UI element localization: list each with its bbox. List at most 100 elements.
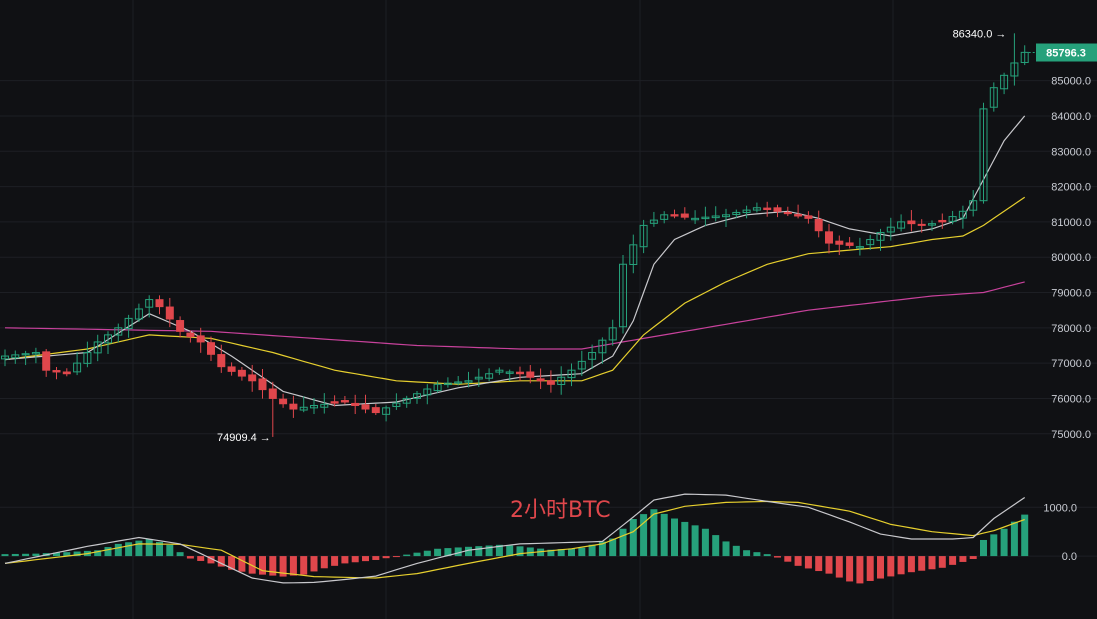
candle[interactable]: [485, 368, 494, 382]
candle[interactable]: [104, 331, 112, 355]
candle[interactable]: [577, 350, 586, 377]
candle[interactable]: [660, 211, 669, 224]
candle[interactable]: [928, 220, 936, 231]
candle[interactable]: [464, 371, 473, 388]
candle[interactable]: [176, 316, 185, 338]
candle[interactable]: [886, 217, 895, 241]
candle[interactable]: [258, 368, 267, 399]
candle[interactable]: [52, 366, 61, 380]
candle[interactable]: [763, 201, 772, 217]
candle[interactable]: [783, 206, 792, 217]
candle[interactable]: [742, 205, 751, 219]
candle[interactable]: [567, 363, 576, 387]
candle[interactable]: [1010, 33, 1019, 86]
candle[interactable]: [557, 366, 566, 395]
candle[interactable]: [495, 367, 504, 375]
candle[interactable]: [876, 228, 885, 251]
candle[interactable]: [134, 303, 143, 322]
candle[interactable]: [474, 368, 483, 387]
candle[interactable]: [320, 393, 329, 414]
candle[interactable]: [299, 396, 308, 413]
candle[interactable]: [670, 209, 679, 219]
candle[interactable]: [938, 213, 947, 229]
candle[interactable]: [371, 403, 380, 416]
candle[interactable]: [526, 365, 535, 384]
candle[interactable]: [691, 210, 700, 225]
candle[interactable]: [804, 211, 813, 224]
candle[interactable]: [897, 214, 906, 232]
candle[interactable]: [248, 364, 257, 392]
candle[interactable]: [361, 394, 370, 414]
candle[interactable]: [516, 366, 524, 381]
candle[interactable]: [21, 350, 30, 366]
candle[interactable]: [866, 234, 875, 250]
candle[interactable]: [773, 204, 782, 218]
candle[interactable]: [217, 344, 226, 373]
candle[interactable]: [392, 393, 401, 410]
candle[interactable]: [835, 235, 844, 256]
candle[interactable]: [979, 102, 988, 204]
candle[interactable]: [649, 211, 658, 227]
candle[interactable]: [814, 210, 823, 238]
candle[interactable]: [752, 202, 761, 213]
candle[interactable]: [42, 349, 51, 377]
candle[interactable]: [443, 377, 452, 388]
candle[interactable]: [505, 369, 514, 381]
candle[interactable]: [268, 381, 277, 437]
candle[interactable]: [1000, 72, 1009, 95]
candle[interactable]: [732, 209, 741, 219]
candlestick-series[interactable]: [1, 33, 1029, 437]
candle[interactable]: [711, 206, 720, 222]
candle[interactable]: [11, 350, 20, 364]
candle[interactable]: [155, 295, 164, 315]
candle[interactable]: [958, 205, 967, 229]
candle[interactable]: [588, 344, 597, 370]
candle[interactable]: [413, 391, 421, 404]
candle[interactable]: [969, 190, 978, 217]
candle[interactable]: [794, 204, 803, 219]
candle[interactable]: [536, 368, 545, 389]
candle[interactable]: [639, 219, 648, 254]
candle[interactable]: [855, 237, 864, 256]
candle[interactable]: [145, 295, 154, 318]
candle[interactable]: [989, 82, 998, 112]
candle[interactable]: [608, 319, 617, 346]
candle[interactable]: [402, 395, 411, 408]
candle[interactable]: [310, 398, 318, 415]
candle[interactable]: [423, 384, 432, 405]
candle[interactable]: [330, 395, 339, 407]
candle[interactable]: [289, 395, 298, 418]
candle[interactable]: [227, 362, 236, 376]
candle[interactable]: [31, 347, 40, 364]
candle[interactable]: [1020, 45, 1029, 66]
candle[interactable]: [907, 210, 916, 232]
candle[interactable]: [124, 314, 133, 338]
candle[interactable]: [114, 323, 123, 343]
candle[interactable]: [83, 341, 92, 368]
candle[interactable]: [1, 349, 9, 367]
candle[interactable]: [619, 254, 627, 334]
candle[interactable]: [680, 207, 689, 220]
candle[interactable]: [279, 393, 288, 408]
candle[interactable]: [722, 208, 730, 227]
candle[interactable]: [948, 210, 957, 225]
candle[interactable]: [196, 327, 205, 353]
candle[interactable]: [186, 330, 195, 343]
candle[interactable]: [340, 396, 349, 405]
candle[interactable]: [93, 334, 102, 362]
candle[interactable]: [207, 336, 215, 361]
candle[interactable]: [701, 206, 710, 227]
candle[interactable]: [546, 370, 555, 393]
candle[interactable]: [382, 405, 391, 422]
candle[interactable]: [598, 337, 607, 364]
candle[interactable]: [73, 352, 82, 376]
candle[interactable]: [237, 367, 246, 381]
candle[interactable]: [917, 219, 926, 233]
candle[interactable]: [351, 394, 360, 415]
candle[interactable]: [629, 234, 638, 274]
candle[interactable]: [454, 376, 463, 386]
candle[interactable]: [845, 237, 854, 249]
candle[interactable]: [62, 368, 71, 377]
candle[interactable]: [825, 223, 833, 254]
